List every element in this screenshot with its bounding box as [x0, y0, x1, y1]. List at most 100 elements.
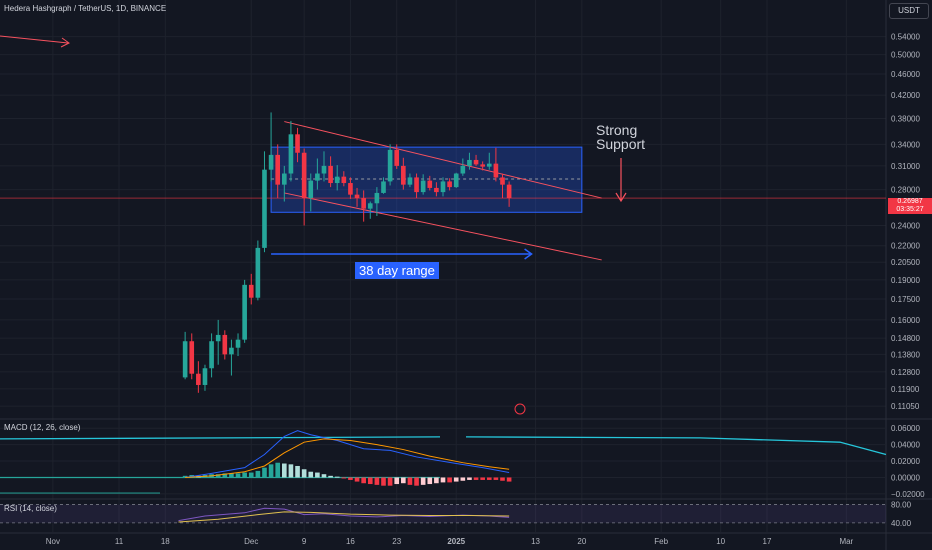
price-tick-label: 0.11900	[891, 385, 920, 394]
candle-body	[407, 177, 413, 185]
candle-body	[460, 165, 466, 174]
macd-histogram-bar	[321, 474, 327, 478]
candle-body	[401, 165, 406, 185]
candle-body	[440, 181, 446, 193]
macd-histogram-bar	[361, 477, 366, 484]
macd-histogram-bar	[262, 467, 267, 478]
price-tick-label: 0.16000	[891, 316, 920, 325]
candle-body	[381, 181, 386, 193]
candle-body	[321, 165, 327, 174]
macd-histogram-bar	[401, 477, 406, 484]
macd-histogram-bar	[414, 477, 419, 486]
candle-body	[209, 341, 214, 369]
candle-body	[453, 173, 459, 188]
macd-histogram-bar	[295, 465, 300, 478]
macd-histogram-bar	[486, 477, 492, 480]
candle-body	[202, 368, 208, 385]
rsi-band	[0, 504, 886, 523]
macd-signal-line	[185, 438, 510, 478]
time-axis-label: 18	[161, 537, 170, 546]
time-axis-label: Feb	[654, 537, 668, 546]
price-tick-label: 0.54000	[891, 33, 920, 42]
macd-histogram-bar	[434, 477, 439, 484]
price-tick-label: 0.13800	[891, 350, 920, 359]
price-tick-label: 0.50000	[891, 51, 920, 60]
time-axis-label: 13	[531, 537, 540, 546]
range-annotation-label: 38 day range	[355, 262, 439, 279]
candle-body	[288, 134, 294, 174]
macd-histogram-bar	[440, 477, 446, 483]
price-tick-label: 0.28000	[891, 186, 920, 195]
candle-body	[493, 163, 499, 178]
candle-body	[222, 334, 228, 355]
time-axis-label: 20	[577, 537, 586, 546]
candle-body	[275, 154, 281, 185]
macd-histogram-bar	[255, 470, 261, 478]
macd-histogram-bar	[222, 473, 228, 478]
candle-body	[281, 173, 287, 185]
candle-body	[506, 184, 512, 199]
macd-histogram-bar	[315, 472, 320, 478]
time-axis-label: Nov	[46, 537, 60, 546]
macd-histogram-bar	[328, 475, 333, 478]
time-axis-label: 11	[115, 537, 124, 546]
macd-histogram-bar	[460, 477, 466, 481]
price-tick-label: 0.34000	[891, 140, 920, 149]
current-price: 0.26987	[897, 198, 923, 205]
macd-histogram-bar	[275, 462, 281, 478]
price-tick-label: 0.42000	[891, 91, 920, 100]
candle-body	[242, 284, 247, 340]
bar-countdown: 03:35:27	[896, 206, 924, 213]
macd-histogram-bar	[268, 464, 274, 478]
macd-reference-line-right	[465, 436, 887, 456]
time-axis-label: 10	[716, 537, 725, 546]
candle-body	[434, 187, 439, 193]
macd-histogram-bar	[387, 477, 393, 486]
time-axis-label: Mar	[839, 537, 853, 546]
macd-line	[185, 430, 510, 478]
candle-body	[295, 134, 300, 153]
symbol-title: Hedera Hashgraph / TetherUS, 1D, BINANCE	[4, 4, 167, 13]
macd-histogram-bar	[473, 477, 479, 480]
price-tick-label: 0.14800	[891, 334, 920, 343]
rsi-tick-label: 40.00	[891, 519, 912, 528]
macd-histogram-bar	[427, 477, 433, 485]
support-arrow-head	[615, 192, 627, 203]
macd-histogram-bar	[235, 473, 241, 478]
macd-histogram-bar	[248, 472, 254, 478]
candle-body	[427, 180, 433, 188]
candle-body	[447, 181, 452, 188]
candle-body	[387, 149, 393, 182]
macd-histogram-bar	[506, 477, 512, 482]
offscreen-trend-arrowhead	[60, 37, 70, 48]
candle-body	[328, 165, 333, 184]
currency-button[interactable]: USDT	[889, 3, 929, 19]
candle-body	[414, 177, 419, 193]
macd-histogram-bar	[281, 463, 287, 478]
macd-histogram-bar	[394, 477, 400, 485]
candle-body	[229, 347, 234, 355]
macd-tick-label: 0.04000	[891, 441, 920, 450]
offscreen-trend-arrow	[0, 35, 69, 44]
candle-body	[334, 176, 340, 184]
candle-body	[189, 341, 195, 374]
macd-histogram-bar	[367, 477, 373, 485]
candle-body	[196, 373, 201, 385]
candle-body	[255, 247, 261, 298]
macd-histogram-bar	[182, 475, 188, 478]
candle-body	[235, 339, 241, 348]
macd-histogram-bar	[374, 477, 380, 485]
candle-body	[348, 183, 353, 195]
price-tick-label: 0.20500	[891, 258, 920, 267]
macd-histogram-bar	[242, 472, 247, 478]
candle-body	[394, 149, 400, 166]
candle-body	[361, 198, 366, 209]
time-axis-label: 16	[346, 537, 355, 546]
candle-body	[374, 192, 380, 204]
price-tick-label: 0.19000	[891, 276, 920, 285]
time-axis-label: 17	[763, 537, 772, 546]
price-tick-label: 0.17500	[891, 295, 920, 304]
macd-histogram-bar	[447, 477, 452, 483]
candle-body	[262, 169, 267, 248]
